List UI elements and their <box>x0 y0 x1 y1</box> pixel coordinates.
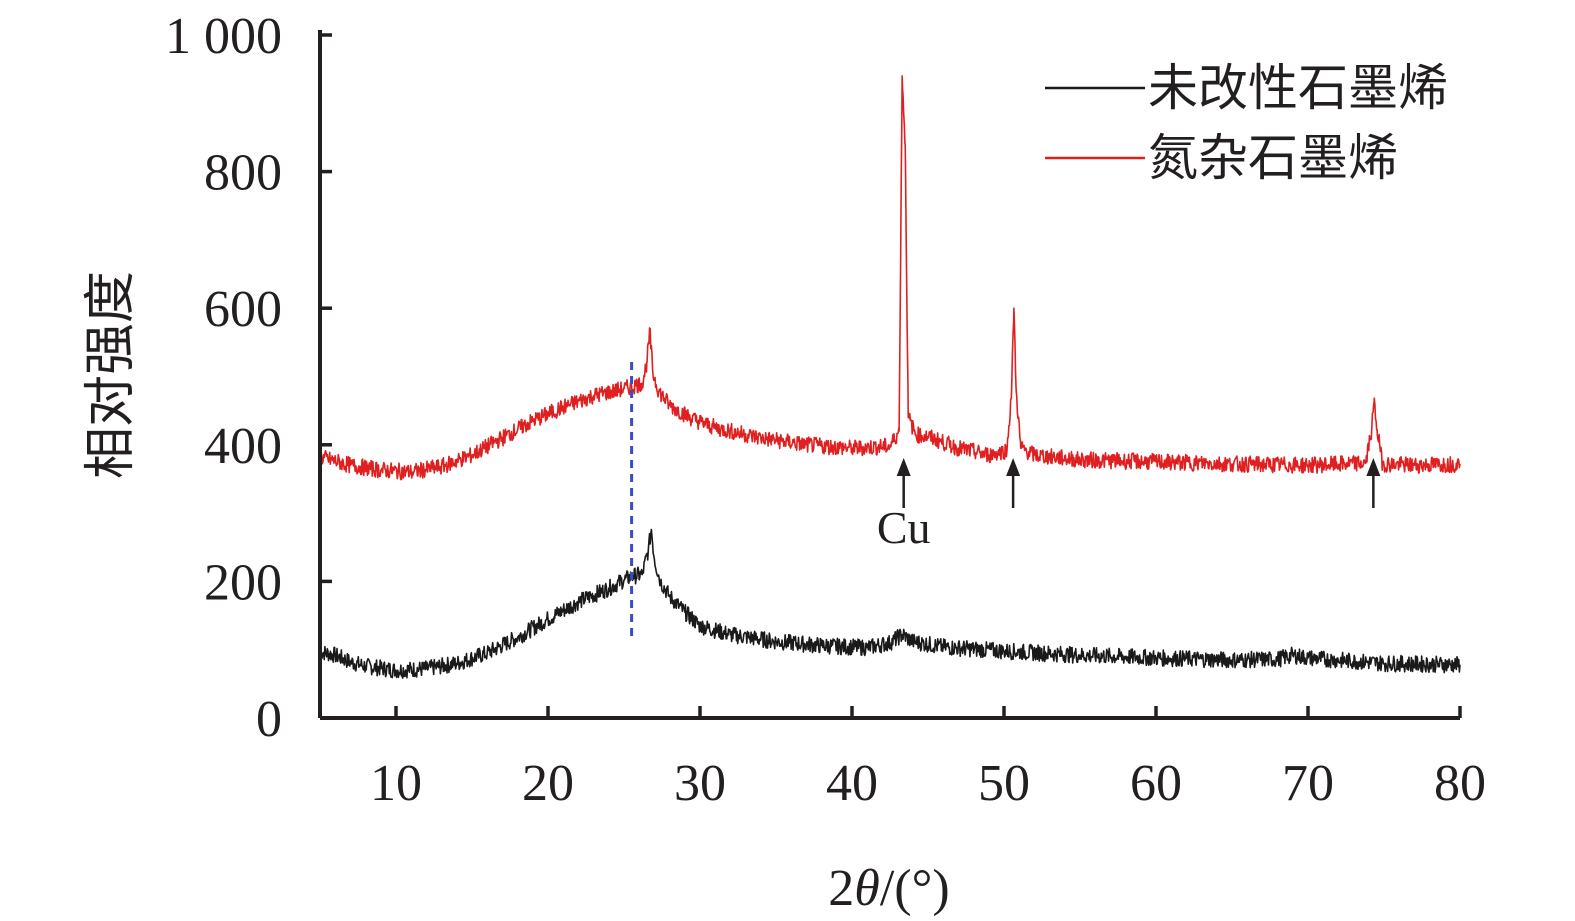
x-tick-label: 80 <box>1434 755 1486 812</box>
x-axis-title: 2θ/(°) <box>828 860 949 917</box>
x-axis-title-prefix: 2 <box>828 860 854 917</box>
series-line-1 <box>319 75 1461 481</box>
cu-arrow-head-0 <box>896 458 911 476</box>
series-line-0 <box>319 528 1461 679</box>
cu-arrow-head-2 <box>1366 458 1381 476</box>
y-tick-label: 200 <box>204 554 282 611</box>
annotations: Cu <box>877 458 1381 553</box>
x-tick-label: 70 <box>1282 755 1334 812</box>
y-axis-title: 相对强度 <box>83 271 140 479</box>
x-axis-title-suffix: /(°) <box>880 860 950 917</box>
x-tick-label: 30 <box>674 755 726 812</box>
y-tick-label: 0 <box>256 691 282 748</box>
y-tick-label: 400 <box>204 418 282 475</box>
cu-arrow-head-1 <box>1006 458 1021 476</box>
x-tick-label: 40 <box>826 755 878 812</box>
x-tick-label: 50 <box>978 755 1030 812</box>
legend-label-1: 氮杂石墨烯 <box>1148 130 1398 186</box>
y-tick-label: 1 000 <box>165 8 282 65</box>
x-tick-label: 20 <box>522 755 574 812</box>
x-axis-title-theta: θ <box>854 860 880 917</box>
cu-label: Cu <box>877 502 931 553</box>
x-tick-label: 60 <box>1130 755 1182 812</box>
x-tick-label: 10 <box>370 755 422 812</box>
series-layer <box>319 75 1461 679</box>
legend-label-0: 未改性石墨烯 <box>1148 60 1448 116</box>
y-tick-label: 600 <box>204 281 282 338</box>
y-tick-label: 800 <box>204 145 282 202</box>
